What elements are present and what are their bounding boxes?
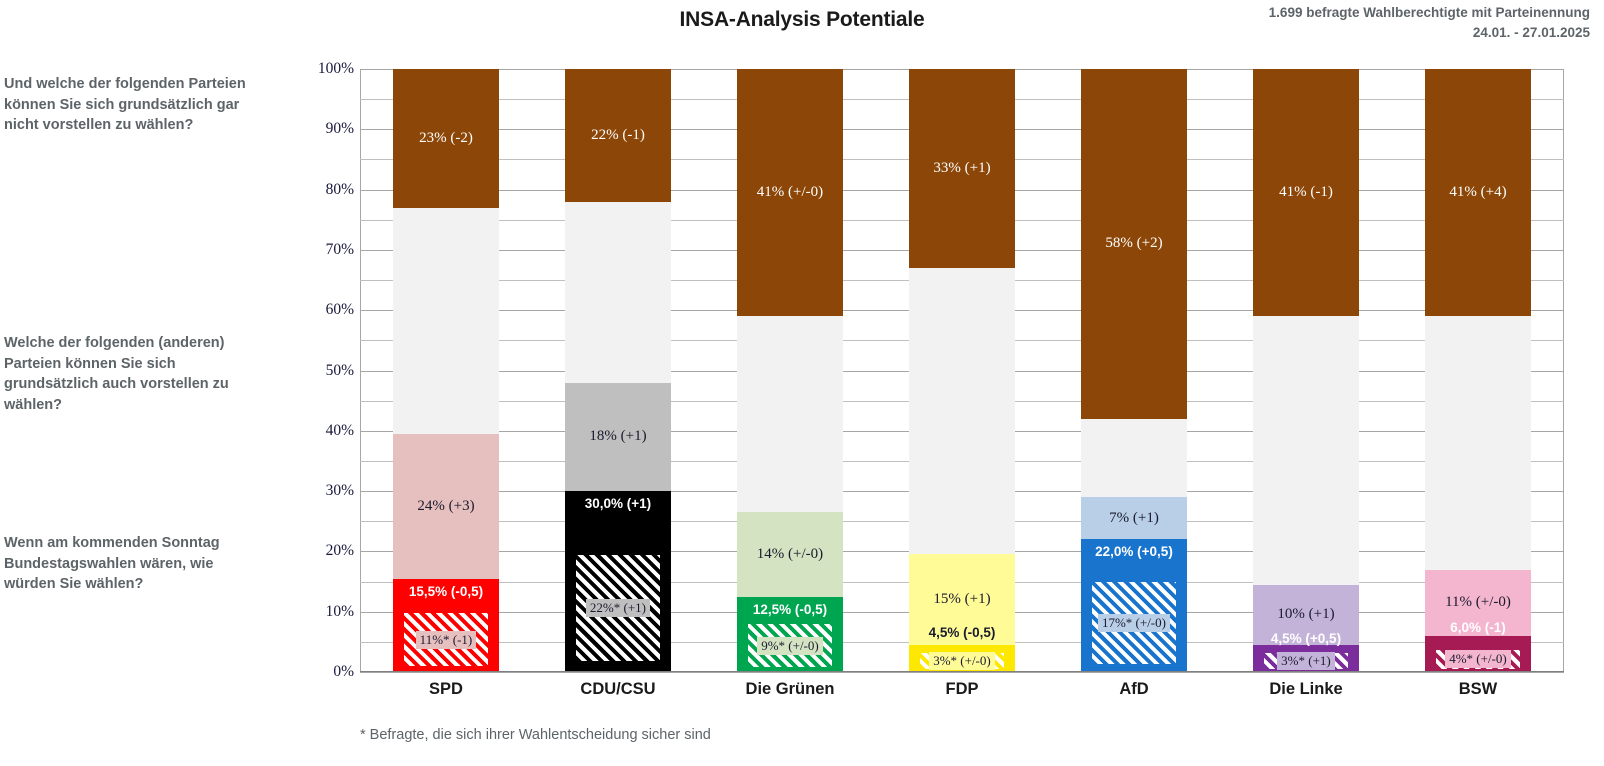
segment-vote[interactable]: 4,5% (-0,5) 3%* (+/-0) <box>908 625 1016 672</box>
segment-could-vote-label: 7% (+1) <box>1109 509 1159 526</box>
segment-could-vote-label: 18% (+1) <box>589 428 647 445</box>
segment-never-vote-label: 23% (-2) <box>419 129 473 146</box>
y-tick-label: 50% <box>325 361 354 379</box>
bar-column: 11% (+/-0) 41% (+4) 6,0% (-1) 4%* (+/-0) <box>1424 69 1532 672</box>
bar-column: 24% (+3) 23% (-2) 15,5% (-0,5) 11%* (-1) <box>392 69 500 672</box>
y-tick-label: 70% <box>325 240 354 258</box>
segment-could-vote[interactable]: 15% (+1) <box>908 554 1016 645</box>
segment-sure-voters-label: 4%* (+/-0) <box>1445 650 1511 669</box>
segment-could-vote[interactable]: 7% (+1) <box>1080 497 1188 540</box>
segment-sure-voters[interactable]: 4%* (+/-0) <box>1436 649 1520 669</box>
segment-could-vote-label: 15% (+1) <box>933 591 991 608</box>
y-tick-label: 60% <box>325 301 354 319</box>
x-axis-label-bsw: BSW <box>1458 680 1498 698</box>
segment-never-vote[interactable]: 58% (+2) <box>1080 69 1188 419</box>
segment-vote[interactable]: 22,0% (+0,5) 17%* (+/-0) <box>1080 539 1188 672</box>
segment-could-vote-label: 11% (+/-0) <box>1445 594 1511 611</box>
x-axis-label-die-gr-nen: Die Grünen <box>745 680 835 698</box>
segment-sure-voters[interactable]: 11%* (-1) <box>404 613 488 667</box>
y-tick-label: 40% <box>325 421 354 439</box>
segment-sure-voters-label: 11%* (-1) <box>415 630 477 649</box>
y-tick-label: 10% <box>325 602 354 620</box>
segment-sure-voters[interactable]: 3%* (+/-0) <box>920 652 1004 670</box>
y-tick-label: 0% <box>333 663 354 680</box>
survey-respondents: 1.699 befragte Wahlberechtigte mit Parte… <box>1268 5 1590 20</box>
segment-vote-label: 22,0% (+0,5) <box>1095 544 1173 560</box>
bar-column: 10% (+1) 41% (-1) 4,5% (+0,5) 3%* (+1) <box>1252 69 1360 672</box>
bar-column: 15% (+1) 33% (+1) 4,5% (-0,5) 3%* (+/-0) <box>908 69 1016 672</box>
survey-meta: 1.699 befragte Wahlberechtigte mit Parte… <box>1269 3 1590 42</box>
segment-never-vote-label: 58% (+2) <box>1105 235 1163 252</box>
segment-vote-label: 15,5% (-0,5) <box>408 583 484 599</box>
segment-vote[interactable]: 4,5% (+0,5) 3%* (+1) <box>1252 631 1360 672</box>
segment-neutral[interactable] <box>1080 418 1188 498</box>
segment-sure-voters-label: 17%* (+/-0) <box>1097 614 1170 633</box>
y-tick-label: 30% <box>325 482 354 500</box>
axis-baseline <box>360 671 1564 672</box>
y-tick-label: 90% <box>325 120 354 138</box>
bar-column: 18% (+1) 22% (-1) 30,0% (+1) 22%* (+1) <box>564 69 672 672</box>
bar-column: 14% (+/-0) 41% (+/-0) 12,5% (-0,5) 9%* (+/-… <box>736 69 844 672</box>
segment-never-vote-label: 41% (-1) <box>1279 184 1333 201</box>
segment-never-vote-label: 22% (-1) <box>591 126 645 143</box>
segment-could-vote-label: 14% (+/-0) <box>756 545 824 562</box>
segment-neutral[interactable] <box>908 268 1016 555</box>
segment-sure-voters[interactable]: 9%* (+/-0) <box>748 624 832 668</box>
segment-vote[interactable]: 6,0% (-1) 4%* (+/-0) <box>1424 620 1532 672</box>
question-label-never: Und welche der folgenden Parteien können… <box>4 76 246 134</box>
segment-sure-voters-label: 3%* (+1) <box>1277 652 1335 670</box>
segment-never-vote[interactable]: 23% (-2) <box>392 69 500 208</box>
segment-sure-voters-label: 22%* (+1) <box>585 599 650 618</box>
segment-could-vote[interactable]: 14% (+/-0) <box>736 512 844 597</box>
x-axis-label-fdp: FDP <box>945 680 979 698</box>
segment-never-vote[interactable]: 33% (+1) <box>908 69 1016 268</box>
segment-never-vote-label: 41% (+4) <box>1449 184 1507 201</box>
segment-sure-voters[interactable]: 17%* (+/-0) <box>1092 582 1176 665</box>
question-label-vote: Wenn am kommenden Sonntag Bundestagswahl… <box>4 535 220 593</box>
segment-never-vote[interactable]: 41% (+4) <box>1424 69 1532 317</box>
chart-plot-area: 24% (+3) 23% (-2) 15,5% (-0,5) 11%* (-1) 18%… <box>360 69 1564 673</box>
x-axis-label-die-linke: Die Linke <box>1269 680 1343 698</box>
gridline <box>360 672 1564 673</box>
segment-vote-label: 12,5% (-0,5) <box>752 601 828 617</box>
bar-column: 7% (+1) 58% (+2) 22,0% (+0,5) 17%* (+/-0) <box>1080 69 1188 672</box>
page-title: INSA-Analysis Potentiale <box>679 8 925 31</box>
segment-vote[interactable]: 30,0% (+1) 22%* (+1) <box>564 491 672 672</box>
segment-could-vote[interactable]: 18% (+1) <box>564 382 672 492</box>
footnote: * Befragte, die sich ihrer Wahlentscheid… <box>360 727 711 743</box>
segment-vote[interactable]: 15,5% (-0,5) 11%* (-1) <box>392 578 500 672</box>
segment-neutral[interactable] <box>564 201 672 383</box>
x-axis-label-afd: AfD <box>1119 680 1149 698</box>
segment-never-vote-label: 33% (+1) <box>933 160 991 176</box>
segment-sure-voters-label: 9%* (+/-0) <box>757 636 823 655</box>
segment-neutral[interactable] <box>1424 316 1532 570</box>
segment-neutral[interactable] <box>736 316 844 513</box>
x-axis-label-spd: SPD <box>429 680 463 698</box>
segment-sure-voters[interactable]: 22%* (+1) <box>576 555 660 662</box>
segment-sure-voters-label: 3%* (+/-0) <box>929 652 995 670</box>
segment-could-vote-label: 10% (+1) <box>1277 606 1335 623</box>
segment-never-vote-label: 41% (+/-0) <box>756 184 824 201</box>
segment-neutral[interactable] <box>392 207 500 434</box>
segment-could-vote[interactable]: 24% (+3) <box>392 433 500 579</box>
segment-never-vote[interactable]: 41% (-1) <box>1252 69 1360 317</box>
segment-never-vote[interactable]: 22% (-1) <box>564 69 672 202</box>
segment-sure-voters[interactable]: 3%* (+1) <box>1264 652 1348 670</box>
question-label-could: Welche der folgenden (anderen) Parteien … <box>4 335 229 414</box>
segment-vote-label: 30,0% (+1) <box>584 496 652 512</box>
segment-never-vote[interactable]: 41% (+/-0) <box>736 69 844 317</box>
segment-could-vote[interactable]: 11% (+/-0) <box>1424 569 1532 636</box>
segment-neutral[interactable] <box>1252 316 1360 585</box>
survey-dates: 24.01. - 27.01.2025 <box>1472 24 1590 40</box>
y-tick-label: 20% <box>325 542 354 560</box>
y-tick-label: 100% <box>317 60 354 77</box>
x-axis-label-cdu-csu: CDU/CSU <box>580 680 656 698</box>
segment-vote[interactable]: 12,5% (-0,5) 9%* (+/-0) <box>736 596 844 672</box>
y-tick-label: 80% <box>325 180 354 198</box>
segment-could-vote-label: 24% (+3) <box>417 497 475 514</box>
segment-could-vote[interactable]: 10% (+1) <box>1252 584 1360 645</box>
